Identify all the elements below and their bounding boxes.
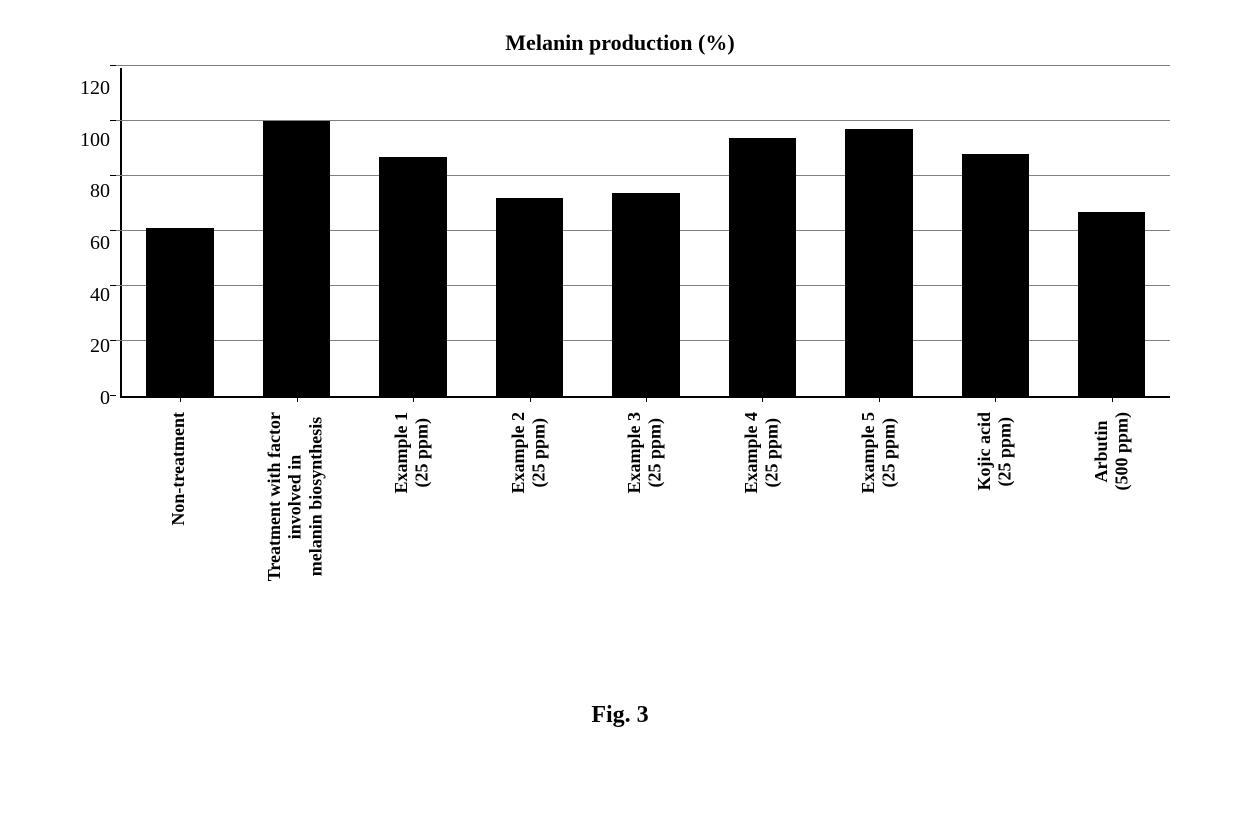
x-tick-mark: [646, 396, 647, 402]
x-label-slot: Treatment with factor involved in melani…: [237, 412, 354, 692]
x-axis-label: Arbutin (500 ppm): [1091, 412, 1132, 491]
y-tick-label: 0: [100, 388, 110, 408]
bar-slot: [588, 68, 704, 396]
x-axis-label: Example 4 (25 ppm): [741, 412, 782, 494]
bar-slot: [704, 68, 820, 396]
y-tick-mark: [110, 395, 116, 396]
chart-title: Melanin production (%): [70, 30, 1170, 56]
x-tick-mark: [180, 396, 181, 402]
x-label-slot: Example 2 (25 ppm): [470, 412, 587, 692]
bar-slot: [355, 68, 471, 396]
x-label-slot: Example 5 (25 ppm): [820, 412, 937, 692]
bar-slot: [1054, 68, 1170, 396]
bar-slot: [471, 68, 587, 396]
x-tick-mark: [530, 396, 531, 402]
x-labels: Non-treatment Treatment with factor invol…: [120, 412, 1170, 692]
y-tick-mark: [110, 65, 116, 66]
bar: [379, 157, 447, 396]
x-axis-label: Example 5 (25 ppm): [858, 412, 899, 494]
x-axis-label: Kojic acid (25 ppm): [974, 412, 1015, 491]
bar: [146, 228, 214, 396]
bar: [962, 154, 1030, 396]
y-tick-label: 20: [90, 336, 110, 356]
bar-slot: [937, 68, 1053, 396]
x-label-slot: Non-treatment: [120, 412, 237, 692]
figure-caption: Fig. 3: [70, 702, 1170, 729]
x-axis-label: Treatment with factor involved in melani…: [264, 412, 326, 581]
gridline: [116, 65, 1170, 66]
y-tick-label: 100: [80, 130, 110, 150]
x-label-slot: Example 1 (25 ppm): [353, 412, 470, 692]
y-tick-mark: [110, 285, 116, 286]
x-tick-mark: [995, 396, 996, 402]
chart: 120 100 80 60 40 20 0 Non-treatment Treatment w…: [70, 68, 1170, 692]
bars: [122, 68, 1170, 396]
y-tick-label: 120: [80, 78, 110, 98]
x-label-slot: Arbutin (500 ppm): [1053, 412, 1170, 692]
bar: [1078, 212, 1146, 396]
bar: [845, 129, 913, 396]
bar-slot: [238, 68, 354, 396]
y-axis: 120100806040200: [70, 68, 120, 398]
bar: [263, 121, 331, 396]
y-tick-mark: [110, 120, 116, 121]
x-axis-label: Example 3 (25 ppm): [624, 412, 665, 494]
figure: Melanin production (%) 120 100 80 60 40 20 0 N…: [70, 30, 1170, 729]
y-tick-mark: [110, 340, 116, 341]
y-tick-label: 80: [90, 181, 110, 201]
x-axis-label: Example 1 (25 ppm): [391, 412, 432, 494]
y-tick-label: 40: [90, 285, 110, 305]
x-axis-label: Example 2 (25 ppm): [508, 412, 549, 494]
x-tick-mark: [879, 396, 880, 402]
bar-slot: [821, 68, 937, 396]
plot-area: [120, 68, 1170, 398]
bar: [612, 193, 680, 397]
x-label-slot: Example 3 (25 ppm): [587, 412, 704, 692]
x-axis-label: Non-treatment: [168, 412, 189, 526]
x-tick-mark: [1112, 396, 1113, 402]
y-tick-mark: [110, 175, 116, 176]
y-tick-label: 60: [90, 233, 110, 253]
y-tick-mark: [110, 230, 116, 231]
x-tick-mark: [762, 396, 763, 402]
x-tick-mark: [413, 396, 414, 402]
bar-slot: [122, 68, 238, 396]
bar: [496, 198, 564, 396]
x-tick-mark: [297, 396, 298, 402]
x-label-slot: Kojic acid (25 ppm): [937, 412, 1054, 692]
x-label-slot: Example 4 (25 ppm): [703, 412, 820, 692]
bar: [729, 138, 797, 397]
